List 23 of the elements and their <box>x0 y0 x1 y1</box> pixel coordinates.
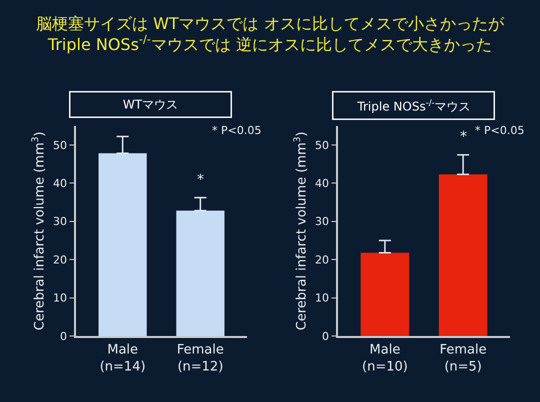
y-tick-label: 10 <box>315 292 330 305</box>
y-tick-label: 40 <box>315 176 330 190</box>
annotation: * P<0.05 <box>212 124 262 137</box>
y-tick-label: 40 <box>53 176 68 190</box>
y-tick-label: 0 <box>60 330 68 343</box>
chart-title: 脳梗塞サイズは WTマウスでは オスに比してメスで小さかったが Triple NOSs$^{-/-}$マウスでは 逆にオスに比してメスで大きかった <box>36 14 505 54</box>
y-tick-label: 20 <box>315 253 330 266</box>
x-tick-label: Male (n=14) <box>100 342 146 374</box>
y-tick-label: 30 <box>53 215 68 228</box>
chart-subtitle: Triple NOSs$^{-/-}$マウス <box>356 98 471 114</box>
y-tick-label: 30 <box>315 215 330 228</box>
chart-subtitle: WTマウス <box>122 98 178 112</box>
annotation: * <box>197 172 204 188</box>
x-tick-label: Female (n=12) <box>176 342 224 374</box>
y-tick-label: 10 <box>53 292 68 305</box>
annotation: * <box>460 129 467 145</box>
x-tick-label: Male (n=10) <box>362 342 408 374</box>
y-tick-label: 20 <box>53 253 68 266</box>
y-tick-label: 50 <box>53 138 68 152</box>
x-tick-label: Female (n=5) <box>440 342 487 374</box>
annotation: * P<0.05 <box>475 124 524 137</box>
y-tick-label: 0 <box>322 330 330 343</box>
y-tick-label: 50 <box>315 138 330 152</box>
